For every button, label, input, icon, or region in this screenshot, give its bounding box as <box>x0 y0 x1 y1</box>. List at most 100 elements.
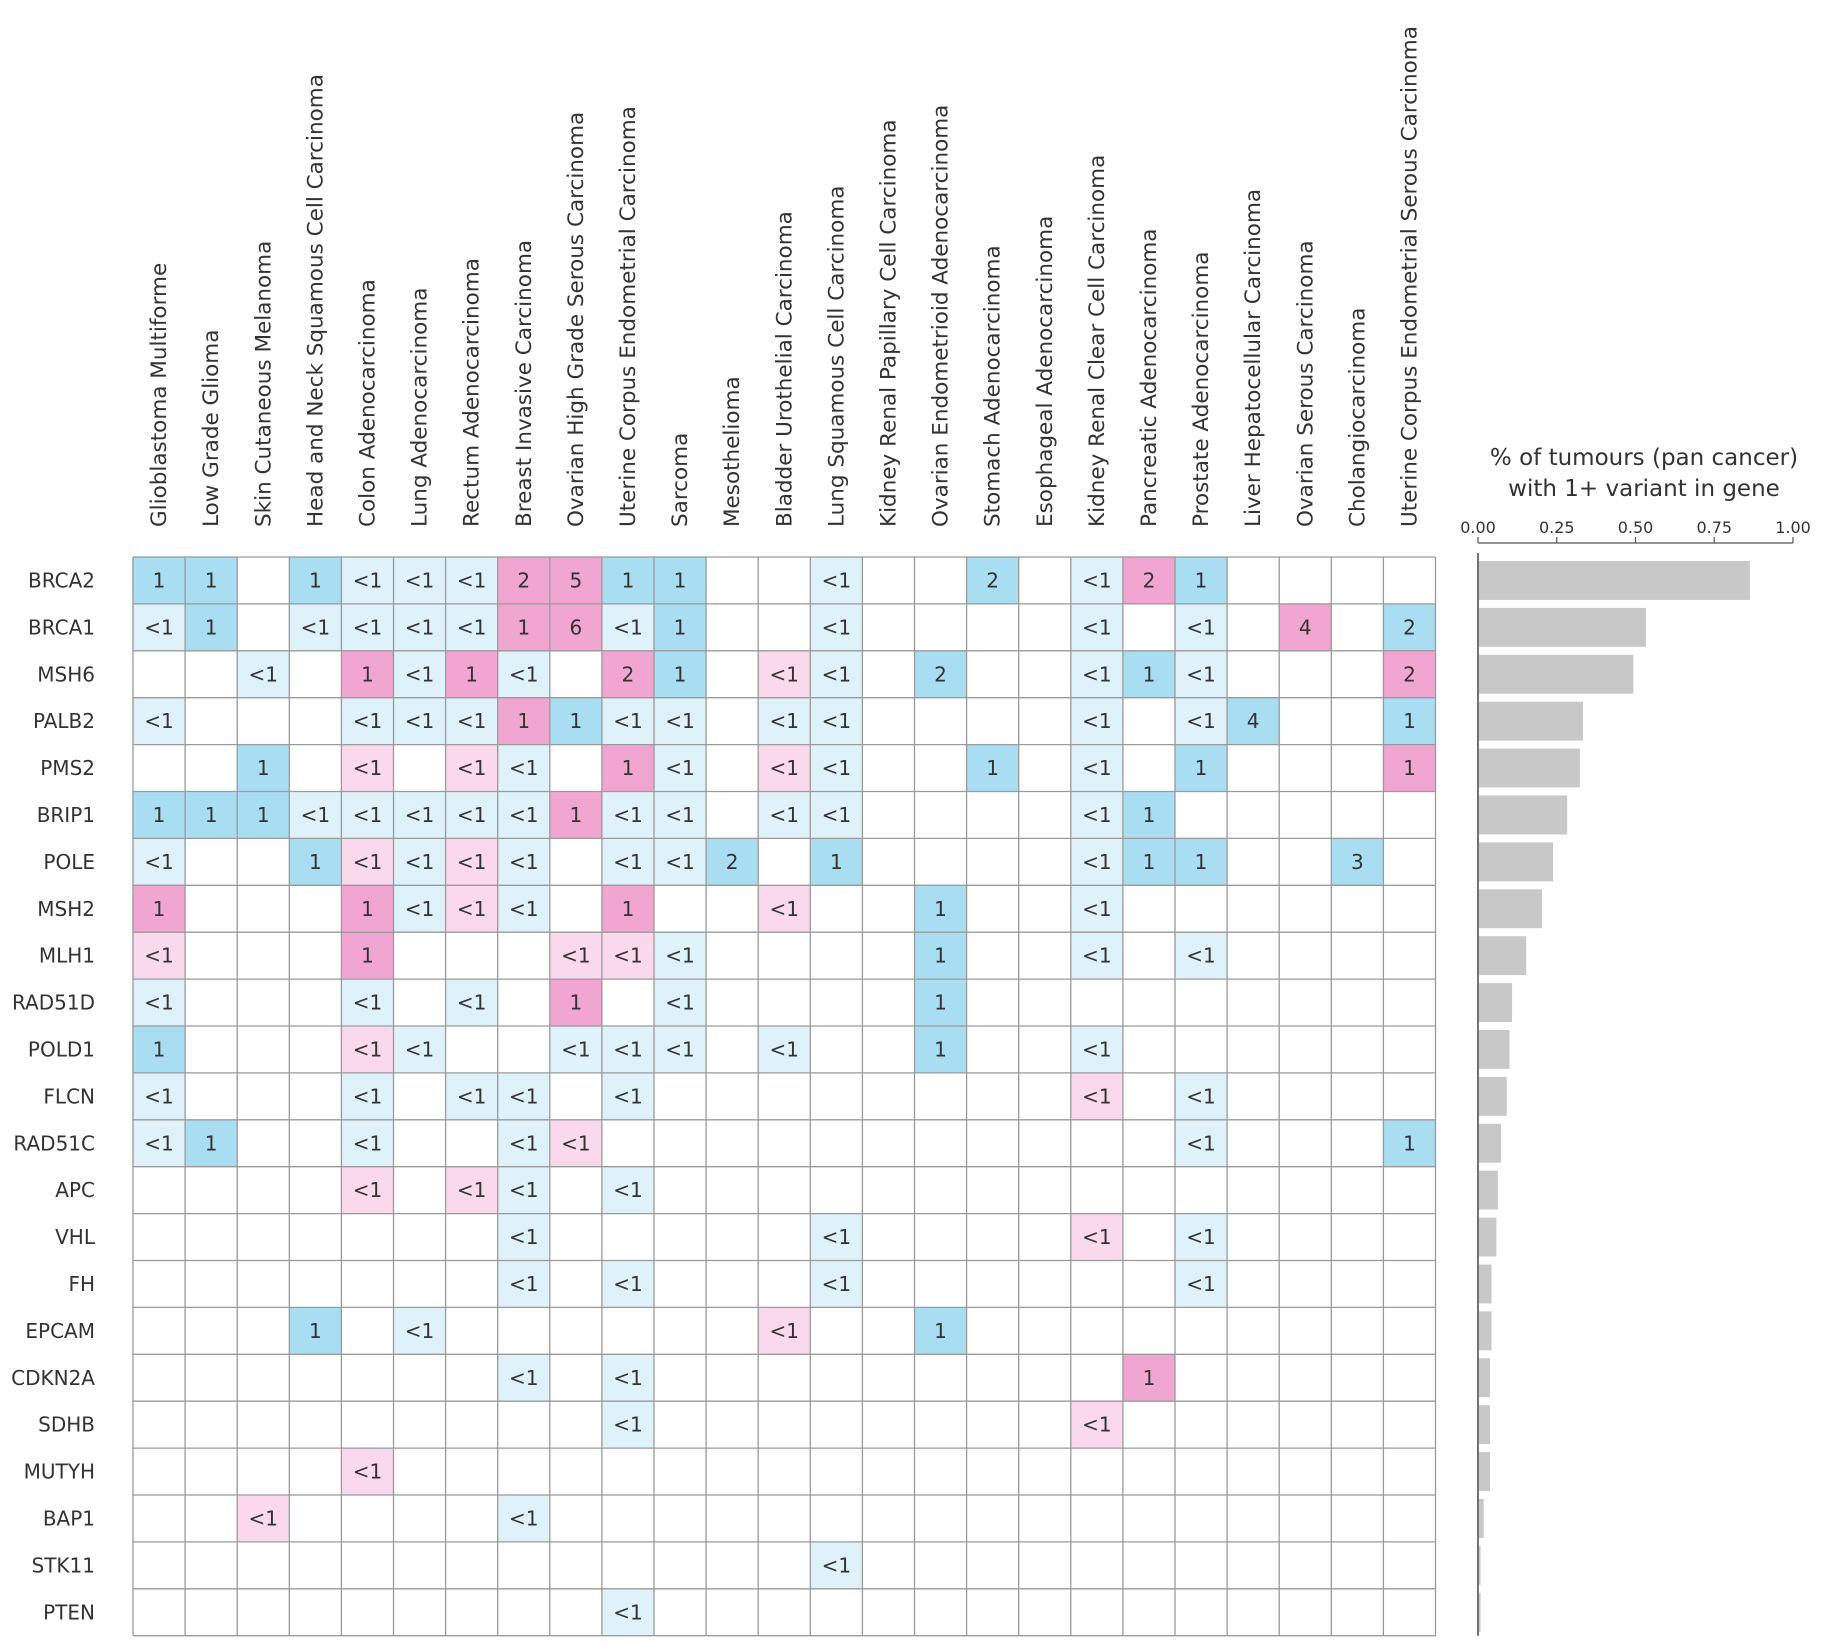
heatmap-cell-FH-21 <box>1175 1260 1228 1308</box>
heatmap-value-label: 2 <box>1403 615 1416 639</box>
heatmap-cell-FLCN-21 <box>1175 1072 1228 1120</box>
heatmap-cell-PALB2-25 <box>1383 697 1436 745</box>
heatmap-cell-BRCA2-4 <box>289 557 342 604</box>
bar-POLE <box>1479 842 1554 882</box>
heatmap-cell-BRCA1-9 <box>549 603 602 651</box>
heatmap-cell-BRCA2-19 <box>1070 557 1123 604</box>
bar-x-tick-label: 0.75 <box>1696 518 1732 537</box>
heatmap-cell-PMS2-21 <box>1175 744 1228 792</box>
heatmap-cell-BRCA1-11 <box>654 603 707 651</box>
heatmap-cell-PALB2-1 <box>133 697 186 745</box>
heatmap-cell-VHL-21 <box>1175 1213 1228 1261</box>
column-label: Ovarian Endometrioid Adenocarcinoma <box>929 105 954 527</box>
heatmap-cell-POLE-4 <box>289 838 342 886</box>
heatmap-cell-MLH1-16 <box>914 932 967 980</box>
heatmap-cell-RAD51C-1 <box>133 1119 186 1167</box>
heatmap-cell-RAD51D-7 <box>445 979 498 1026</box>
heatmap-value-label: <1 <box>405 1319 434 1343</box>
heatmap-cell-POLE-20 <box>1122 838 1175 886</box>
heatmap-cell-RAD51C-9 <box>549 1119 602 1167</box>
heatmap-value-label: 2 <box>622 662 635 686</box>
column-label: Ovarian Serous Carcinoma <box>1293 240 1318 527</box>
heatmap-cell-PALB2-13 <box>758 697 811 745</box>
bar-x-tick-label: 1.00 <box>1775 518 1811 537</box>
heatmap-value-label: <1 <box>822 1272 851 1296</box>
heatmap-cell-RAD51D-5 <box>341 979 394 1026</box>
heatmap-value-label: <1 <box>405 709 434 733</box>
heatmap-cell-VHL-14 <box>810 1213 863 1261</box>
heatmap-value-label: <1 <box>1186 709 1215 733</box>
heatmap-value-label: <1 <box>1082 944 1111 968</box>
bar-x-tick-label: 0.50 <box>1618 518 1654 537</box>
row-label-SDHB: SDHB <box>38 1413 95 1437</box>
column-label: Esophageal Adenocarcinoma <box>1033 216 1058 527</box>
row-label-MSH6: MSH6 <box>37 662 95 686</box>
heatmap-value-label: 1 <box>674 615 687 639</box>
heatmap-cell-PALB2-8 <box>497 697 550 745</box>
heatmap-cell-POLE-21 <box>1175 838 1228 886</box>
heatmap-cell-MSH2-7 <box>445 885 498 933</box>
heatmap-value-label: <1 <box>144 1084 173 1108</box>
heatmap-cell-POLE-1 <box>133 838 186 886</box>
heatmap-value-label: <1 <box>770 1319 799 1343</box>
bar-FH <box>1479 1264 1492 1304</box>
row-label-MUTYH: MUTYH <box>24 1460 95 1484</box>
heatmap-value-label: <1 <box>822 615 851 639</box>
bar-chart-title: % of tumours (pan cancer) <box>1490 445 1798 471</box>
heatmap-cell-BRIP1-1 <box>133 791 186 839</box>
heatmap-value-label: 1 <box>1143 1366 1156 1390</box>
heatmap-cell-EPCAM-16 <box>914 1307 967 1355</box>
heatmap-value-label: 1 <box>153 1037 166 1061</box>
heatmap-value-label: <1 <box>509 1272 538 1296</box>
row-label-STK11: STK11 <box>32 1553 95 1577</box>
heatmap-cell-BRCA2-20 <box>1122 557 1175 604</box>
row-label-POLD1: POLD1 <box>28 1037 95 1061</box>
heatmap-cell-BRCA2-10 <box>601 557 654 604</box>
heatmap-cell-STK11-14 <box>810 1541 863 1589</box>
bar-BRIP1 <box>1479 795 1568 835</box>
heatmap-value-label: 1 <box>1143 662 1156 686</box>
heatmap-cell-BRCA2-8 <box>497 557 550 604</box>
heatmap-value-label: 1 <box>622 897 635 921</box>
heatmap-value-label: <1 <box>405 850 434 874</box>
bar-PMS2 <box>1479 748 1580 788</box>
heatmap-value-label: <1 <box>353 1037 382 1061</box>
heatmap-cell-BRCA1-19 <box>1070 603 1123 651</box>
heatmap-cell-FLCN-10 <box>601 1072 654 1120</box>
heatmap-cell-PMS2-25 <box>1383 744 1436 792</box>
heatmap-cell-MSH6-16 <box>914 650 967 698</box>
heatmap-cell-PMS2-19 <box>1070 744 1123 792</box>
heatmap-value-label: <1 <box>144 944 173 968</box>
heatmap-cell-MLH1-5 <box>341 932 394 980</box>
heatmap-value-label: <1 <box>613 709 642 733</box>
heatmap-value-label: <1 <box>144 991 173 1015</box>
heatmap-value-label: <1 <box>405 897 434 921</box>
column-label: Pancreatic Adenocarcinoma <box>1137 229 1162 528</box>
heatmap-cell-RAD51D-1 <box>133 979 186 1026</box>
heatmap-value-label: <1 <box>405 662 434 686</box>
heatmap-value-label: <1 <box>770 756 799 780</box>
heatmap-value-label: <1 <box>561 944 590 968</box>
heatmap-value-label: 1 <box>465 662 478 686</box>
heatmap-cell-MSH6-21 <box>1175 650 1228 698</box>
column-label: Ovarian High Grade Serous Carcinoma <box>564 112 589 527</box>
heatmap-cell-BRCA1-2 <box>185 603 238 651</box>
heatmap-cell-MSH2-19 <box>1070 885 1123 933</box>
heatmap-cell-BRIP1-3 <box>237 791 290 839</box>
bar-BRCA2 <box>1479 561 1750 600</box>
heatmap-cell-BRIP1-5 <box>341 791 394 839</box>
heatmap-cell-MSH6-10 <box>601 650 654 698</box>
heatmap-cell-PALB2-5 <box>341 697 394 745</box>
heatmap-cell-APC-7 <box>445 1166 498 1214</box>
heatmap-value-label: <1 <box>1082 568 1111 592</box>
heatmap-cell-FLCN-19 <box>1070 1072 1123 1120</box>
heatmap-value-label: 1 <box>934 991 947 1015</box>
heatmap-value-label: <1 <box>405 803 434 827</box>
heatmap-cell-POLD1-13 <box>758 1026 811 1073</box>
heatmap-value-label: <1 <box>1082 850 1111 874</box>
heatmap-value-label: 4 <box>1299 615 1312 639</box>
heatmap-value-label: 1 <box>934 897 947 921</box>
heatmap-value-label: <1 <box>822 568 851 592</box>
heatmap-value-label: <1 <box>249 1506 278 1530</box>
heatmap-cell-RAD51C-8 <box>497 1119 550 1167</box>
